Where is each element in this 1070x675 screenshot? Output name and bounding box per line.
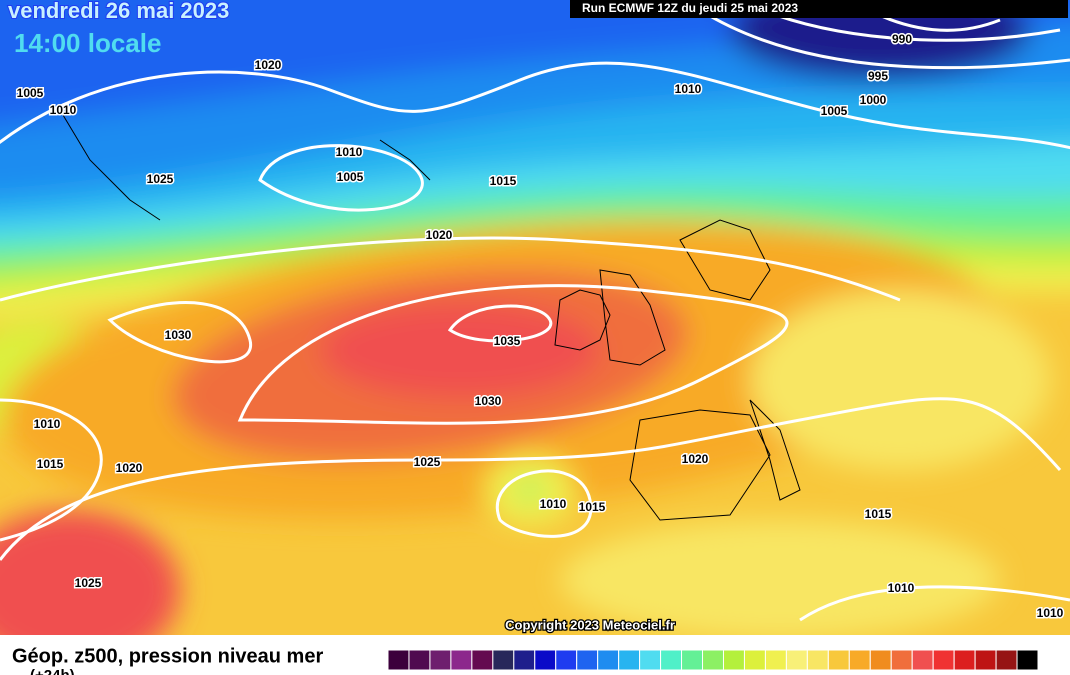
colorbar-swatch [387, 649, 410, 671]
isobar-label: 1030 [475, 394, 502, 408]
colorbar-swatch [995, 649, 1018, 671]
isobar-label: 1000 [860, 93, 887, 107]
colorbar-swatch [1016, 649, 1039, 671]
colorbar-swatch [911, 649, 934, 671]
run-info: Run ECMWF 12Z du jeudi 25 mai 2023 [582, 1, 798, 15]
isobar-label: 990 [892, 32, 912, 46]
colorbar-swatch [702, 649, 724, 671]
isobar-label: 1005 [17, 86, 44, 100]
isobar-label: 1010 [50, 103, 77, 117]
colorbar-swatch [429, 649, 452, 671]
colorbar-swatch [513, 649, 536, 671]
isobar-label: 1020 [255, 58, 282, 72]
isobar-label: 1015 [37, 457, 64, 471]
colorbar-swatch [471, 649, 494, 671]
isobar-label: 1020 [682, 452, 709, 466]
colorbar-swatch [932, 649, 955, 671]
date-title: vendredi 26 mai 2023 [8, 0, 229, 23]
colorbar-swatch [576, 649, 599, 671]
isobar-label: 1005 [337, 170, 364, 184]
caption-lead: (+24h) [30, 667, 75, 675]
isobar-label: 1025 [75, 576, 102, 590]
colorbar-swatch [974, 649, 997, 671]
colorbar-swatch [450, 649, 473, 671]
colorbar-swatch [408, 649, 431, 671]
caption-title: Géop. z500, pression niveau mer [12, 645, 323, 667]
colorbar-swatch [743, 649, 766, 671]
isobar-label: 1005 [821, 104, 848, 118]
isobar-label: 1035 [494, 334, 521, 348]
isobar-label: 1010 [336, 145, 363, 159]
isobar-label: 1020 [116, 461, 143, 475]
isobar-label: 1015 [865, 507, 892, 521]
isobar-label: 1015 [490, 174, 517, 188]
colorbar-swatch [953, 649, 976, 671]
isobar-label: 1025 [147, 172, 174, 186]
colorbar-swatch [618, 649, 641, 671]
time-title: 14:00 locale [14, 28, 161, 58]
colorbar-swatch [890, 649, 913, 671]
isobar-label: 1010 [1037, 606, 1064, 620]
isobar-label: 995 [868, 69, 888, 83]
colorbar-swatch [722, 649, 745, 671]
isobar-label: 1010 [675, 82, 702, 96]
colorbar-swatch [827, 649, 850, 671]
colorbar-swatch [492, 649, 515, 671]
colorbar-swatch [681, 649, 704, 671]
colorbar [387, 649, 1039, 671]
run-bar [570, 0, 1068, 18]
colorbar-swatch [660, 649, 683, 671]
copyright: Copyright 2023 Meteociel.fr [505, 617, 675, 632]
isobar-label: 1015 [579, 500, 606, 514]
isobar-label: 1025 [414, 455, 441, 469]
colorbar-swatch [806, 649, 829, 671]
isobar-label: 1010 [540, 497, 567, 511]
colorbar-swatch [639, 649, 662, 671]
colorbar-swatch [869, 649, 892, 671]
isobar-label: 1030 [165, 328, 192, 342]
coastlines [59, 109, 801, 521]
colorbar-swatch [555, 649, 578, 671]
colorbar-swatch [597, 649, 620, 671]
colorbar-swatch [534, 649, 557, 671]
colorbar-swatch [764, 649, 787, 671]
colorbar-swatch [785, 649, 808, 671]
isobar-label: 1010 [34, 417, 61, 431]
colorbar-swatch [848, 649, 871, 671]
isobar-label: 1020 [426, 228, 453, 242]
isobar-label: 1010 [888, 581, 915, 595]
